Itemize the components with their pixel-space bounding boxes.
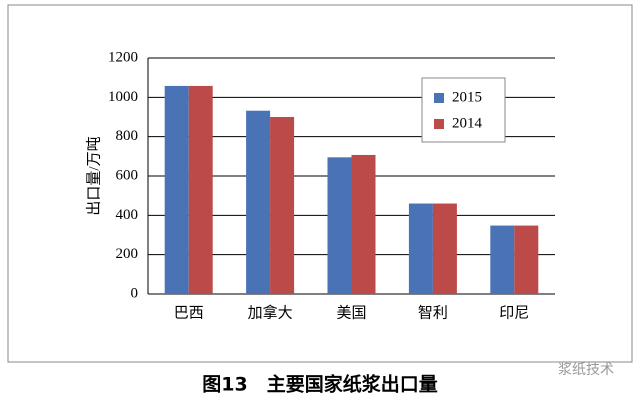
x-tick-label: 加拿大 <box>248 303 293 321</box>
y-axis-label: 出口量/万吨 <box>85 136 102 215</box>
chart-frame <box>7 4 633 363</box>
y-tick-label: 1000 <box>108 89 138 105</box>
legend-box <box>421 77 506 143</box>
y-tick-label: 800 <box>116 128 139 144</box>
y-tick-label: 0 <box>131 285 139 301</box>
legend-swatch <box>434 119 444 129</box>
y-tick-label: 1200 <box>108 49 138 65</box>
legend-swatch <box>434 93 444 103</box>
y-tick-label: 200 <box>116 246 139 262</box>
bar <box>351 154 376 294</box>
bar <box>408 203 433 294</box>
bar <box>188 85 213 294</box>
bar <box>490 225 515 294</box>
bar <box>164 85 189 294</box>
y-tick-label: 400 <box>116 207 139 223</box>
y-tick-label: 600 <box>116 167 139 183</box>
bar <box>432 203 457 294</box>
legend-label: 2014 <box>452 115 483 131</box>
chart-title: 图13 主要国家纸浆出口量 <box>202 373 437 396</box>
x-tick-label: 印尼 <box>499 304 529 321</box>
bar <box>327 157 352 294</box>
x-tick-label: 巴西 <box>174 305 204 321</box>
bar <box>514 225 539 294</box>
x-tick-label: 美国 <box>336 304 366 321</box>
legend-label: 2015 <box>452 89 482 105</box>
x-tick-label: 智利 <box>418 303 448 321</box>
watermark: 浆纸技术 <box>558 362 614 378</box>
bar <box>246 110 271 294</box>
bar <box>270 117 295 294</box>
